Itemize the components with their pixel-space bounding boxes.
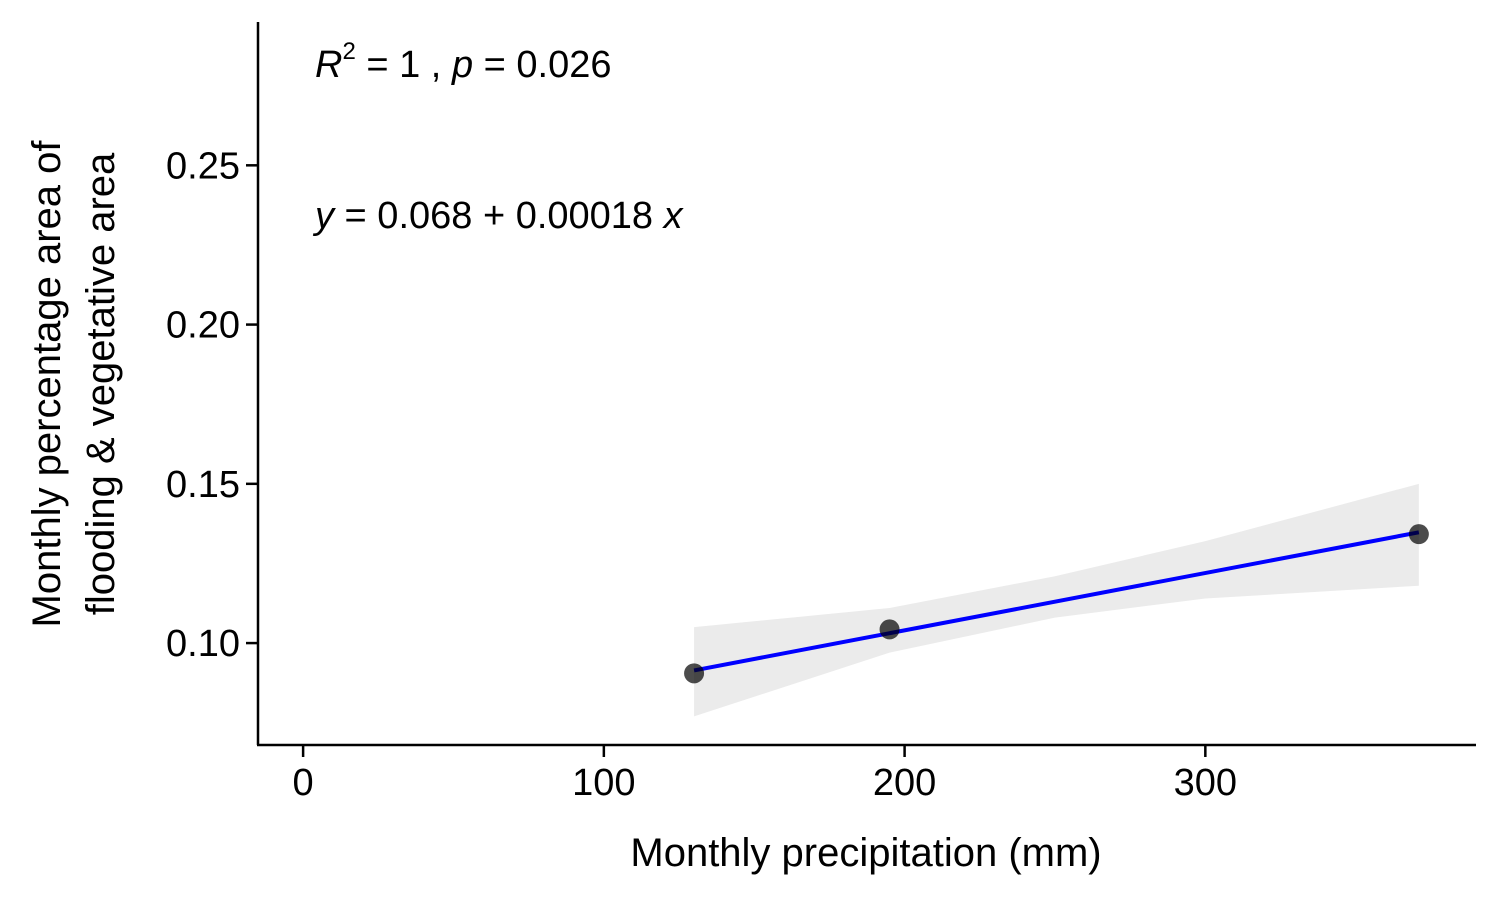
y-tick-label: 0.25: [166, 145, 240, 187]
regression-equation: y = 0.068 + 0.00018 x: [312, 195, 685, 237]
eq-x: x: [662, 195, 685, 237]
x-tick-label: 0: [293, 762, 314, 804]
r-squared-annotation: R2 = 1 , p = 0.026: [315, 38, 611, 86]
r-superscript: 2: [342, 38, 355, 65]
eq-y: y: [312, 195, 336, 237]
data-points: [684, 524, 1429, 684]
x-tick-label: 300: [1174, 762, 1237, 804]
eq-body: = 0.068 + 0.00018: [334, 195, 664, 237]
r-symbol: R: [315, 44, 342, 86]
data-point: [879, 619, 900, 640]
regression-line: [693, 530, 1420, 673]
p-value: = 0.026: [473, 44, 611, 86]
x-tick-label: 100: [572, 762, 635, 804]
data-point: [1408, 524, 1429, 545]
y-tick-label: 0.20: [166, 305, 240, 347]
y-axis-title-line-2: flooding & vegetative area: [79, 152, 123, 615]
r2-equals: = 1 ,: [356, 44, 452, 86]
y-axis-title-line-1: Monthly percentage area of: [25, 140, 69, 628]
x-axis-ticks: 0 100 200 300: [293, 745, 1237, 804]
y-tick-label: 0.10: [166, 623, 240, 665]
x-axis-title: Monthly precipitation (mm): [630, 831, 1101, 875]
y-tick-label: 0.15: [166, 464, 240, 506]
p-symbol: p: [451, 44, 473, 86]
y-axis-ticks: 0.10 0.15 0.20 0.25: [166, 145, 258, 665]
x-tick-label: 200: [873, 762, 936, 804]
data-point: [684, 663, 705, 684]
